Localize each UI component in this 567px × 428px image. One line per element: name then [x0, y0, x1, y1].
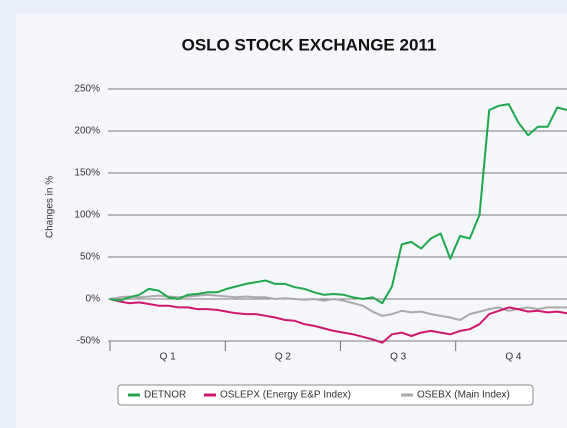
x-tick-label: Q 2 [275, 352, 292, 363]
series-line [109, 293, 567, 321]
y-tick-label: -50% [77, 336, 100, 347]
legend-label: OSLEPX (Energy E&P Index) [220, 390, 351, 401]
legend-box [117, 384, 534, 406]
x-tick-label: Q 4 [505, 352, 522, 363]
y-tick-label: 100% [74, 210, 100, 221]
y-tick-label: 50% [80, 252, 100, 263]
series-line [109, 103, 567, 305]
panel [16, 14, 567, 428]
y-axis-label: Changes in % [45, 176, 56, 238]
y-tick-label: 0% [86, 294, 101, 305]
x-tick-label: Q 3 [390, 352, 407, 363]
series-line [109, 298, 567, 344]
y-tick-label: 200% [74, 126, 100, 137]
y-tick-label: 150% [74, 168, 100, 179]
legend-label: OSEBX (Main Index) [417, 390, 510, 401]
x-tick-label: Q 1 [160, 352, 177, 363]
chart-title: OSLO STOCK EXCHANGE 2011 [182, 35, 437, 54]
y-tick-label: 250% [74, 84, 100, 95]
legend-label: DETNOR [144, 390, 186, 401]
